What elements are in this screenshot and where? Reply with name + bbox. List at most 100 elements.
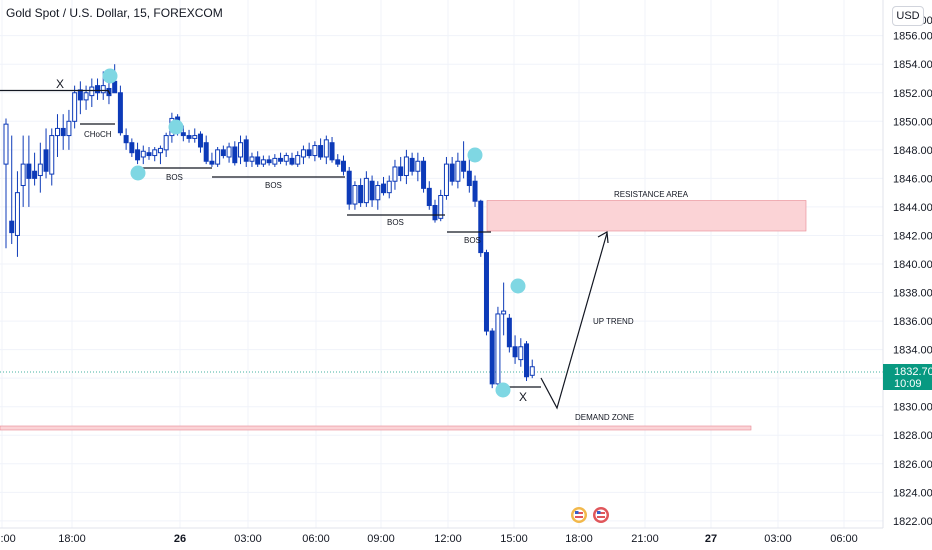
candle-body-down — [243, 139, 249, 162]
candle-body-up — [501, 310, 507, 315]
candle-body-up — [20, 163, 26, 187]
candle — [375, 181, 381, 210]
candle-body-up — [283, 155, 289, 162]
candle — [32, 152, 38, 186]
price-axis-label: 1846.00 — [893, 173, 932, 185]
candle — [358, 178, 364, 207]
price-axis-label: 1844.00 — [893, 202, 932, 214]
economic-events[interactable] — [571, 507, 609, 523]
candle-body-down — [255, 156, 261, 165]
candle — [95, 78, 101, 100]
price-axis-label: 1838.00 — [893, 288, 932, 300]
price-axis-label: 1830.00 — [893, 402, 932, 414]
candle-body-down — [112, 80, 118, 94]
candle — [220, 145, 226, 159]
candle — [289, 152, 295, 166]
drawings-layer: X X CHoCH BOS BOS BOS BOS RESISTANCE ARE… — [0, 68, 689, 422]
event-flag-icon-1[interactable] — [571, 507, 587, 523]
x-mark-top: X — [56, 77, 64, 91]
candle — [421, 156, 427, 193]
uptrend-label: UP TREND — [593, 317, 634, 326]
candle — [89, 78, 95, 108]
projection-path — [540, 232, 608, 410]
price-axis-label: 1836.00 — [893, 316, 932, 328]
bos-label-1: BOS — [166, 173, 183, 182]
candle — [443, 156, 449, 200]
candle — [266, 155, 272, 166]
candle-body-up — [37, 163, 43, 177]
candle-body-down — [32, 170, 38, 179]
candle-body-down — [483, 252, 489, 332]
candle-body-down — [506, 317, 512, 348]
candle — [117, 85, 123, 136]
candle — [146, 146, 152, 160]
swing-high-marker-2 — [168, 119, 184, 135]
bos-label-2: BOS — [265, 181, 282, 190]
candle-body-up — [249, 156, 255, 162]
candle-body-down — [203, 142, 209, 162]
candle — [243, 135, 249, 167]
candle-body-up — [312, 145, 318, 157]
candle — [226, 142, 232, 163]
candle-body-up — [455, 160, 461, 182]
time-axis-label: 06:00 — [302, 533, 330, 545]
candle — [278, 152, 284, 165]
time-axis-label: 21:00 — [631, 533, 659, 545]
time-axis-label: 03:00 — [764, 533, 792, 545]
candle — [203, 135, 209, 165]
candle — [352, 181, 358, 210]
time-axis[interactable]: 15:00 18:00 26 03:00 06:00 09:00 12:00 15:00 18:… — [0, 533, 858, 545]
time-axis-label: 15:00 — [0, 533, 16, 545]
price-axis-label: 1848.00 — [893, 145, 932, 157]
candle — [140, 145, 146, 165]
candle — [135, 142, 141, 165]
candle — [472, 175, 478, 207]
candle-body-up — [438, 195, 444, 219]
zones-layer — [0, 200, 883, 431]
candle — [66, 109, 72, 150]
candle-body-down — [26, 163, 32, 179]
candle-body-up — [140, 150, 146, 158]
candle-body-up — [415, 160, 421, 172]
time-axis-label: 09:00 — [367, 533, 395, 545]
candle-body-down — [129, 142, 135, 154]
candle-body-up — [89, 86, 95, 97]
candle — [192, 128, 198, 143]
candle-body-up — [392, 166, 398, 182]
currency-badge[interactable]: USD — [892, 6, 924, 26]
candle — [3, 118, 9, 249]
candle — [363, 171, 369, 207]
price-axis-label: 1822.00 — [893, 516, 932, 528]
candle-body-down — [329, 142, 335, 161]
candle — [529, 359, 535, 379]
candle-body-down — [135, 149, 141, 161]
candle — [77, 81, 83, 115]
candle — [449, 156, 455, 186]
chart-grid — [0, 0, 883, 528]
candle — [392, 159, 398, 190]
candle-body-down — [197, 133, 203, 148]
candle-body-up — [518, 346, 524, 361]
candle-body-down — [489, 330, 495, 385]
candle-body-up — [300, 149, 306, 158]
candle-body-up — [363, 177, 369, 204]
candle — [323, 135, 329, 165]
time-axis-label: 12:00 — [434, 533, 462, 545]
candle — [461, 141, 467, 179]
candle-body-down — [461, 160, 467, 172]
candle — [123, 128, 129, 150]
candle-body-up — [238, 142, 244, 158]
candle-body-up — [443, 163, 449, 197]
price-axis[interactable]: 1858.00 1856.001854.001852.001850.001848… — [893, 15, 932, 528]
candle-body-down — [289, 157, 295, 165]
candle — [478, 199, 484, 257]
price-axis-label: 1824.00 — [893, 487, 932, 499]
candle-body-up — [375, 185, 381, 201]
candle — [415, 152, 421, 182]
candle — [152, 146, 158, 162]
candles-layer — [3, 64, 535, 389]
candle — [524, 341, 530, 382]
event-flag-icon-2[interactable] — [593, 507, 609, 523]
